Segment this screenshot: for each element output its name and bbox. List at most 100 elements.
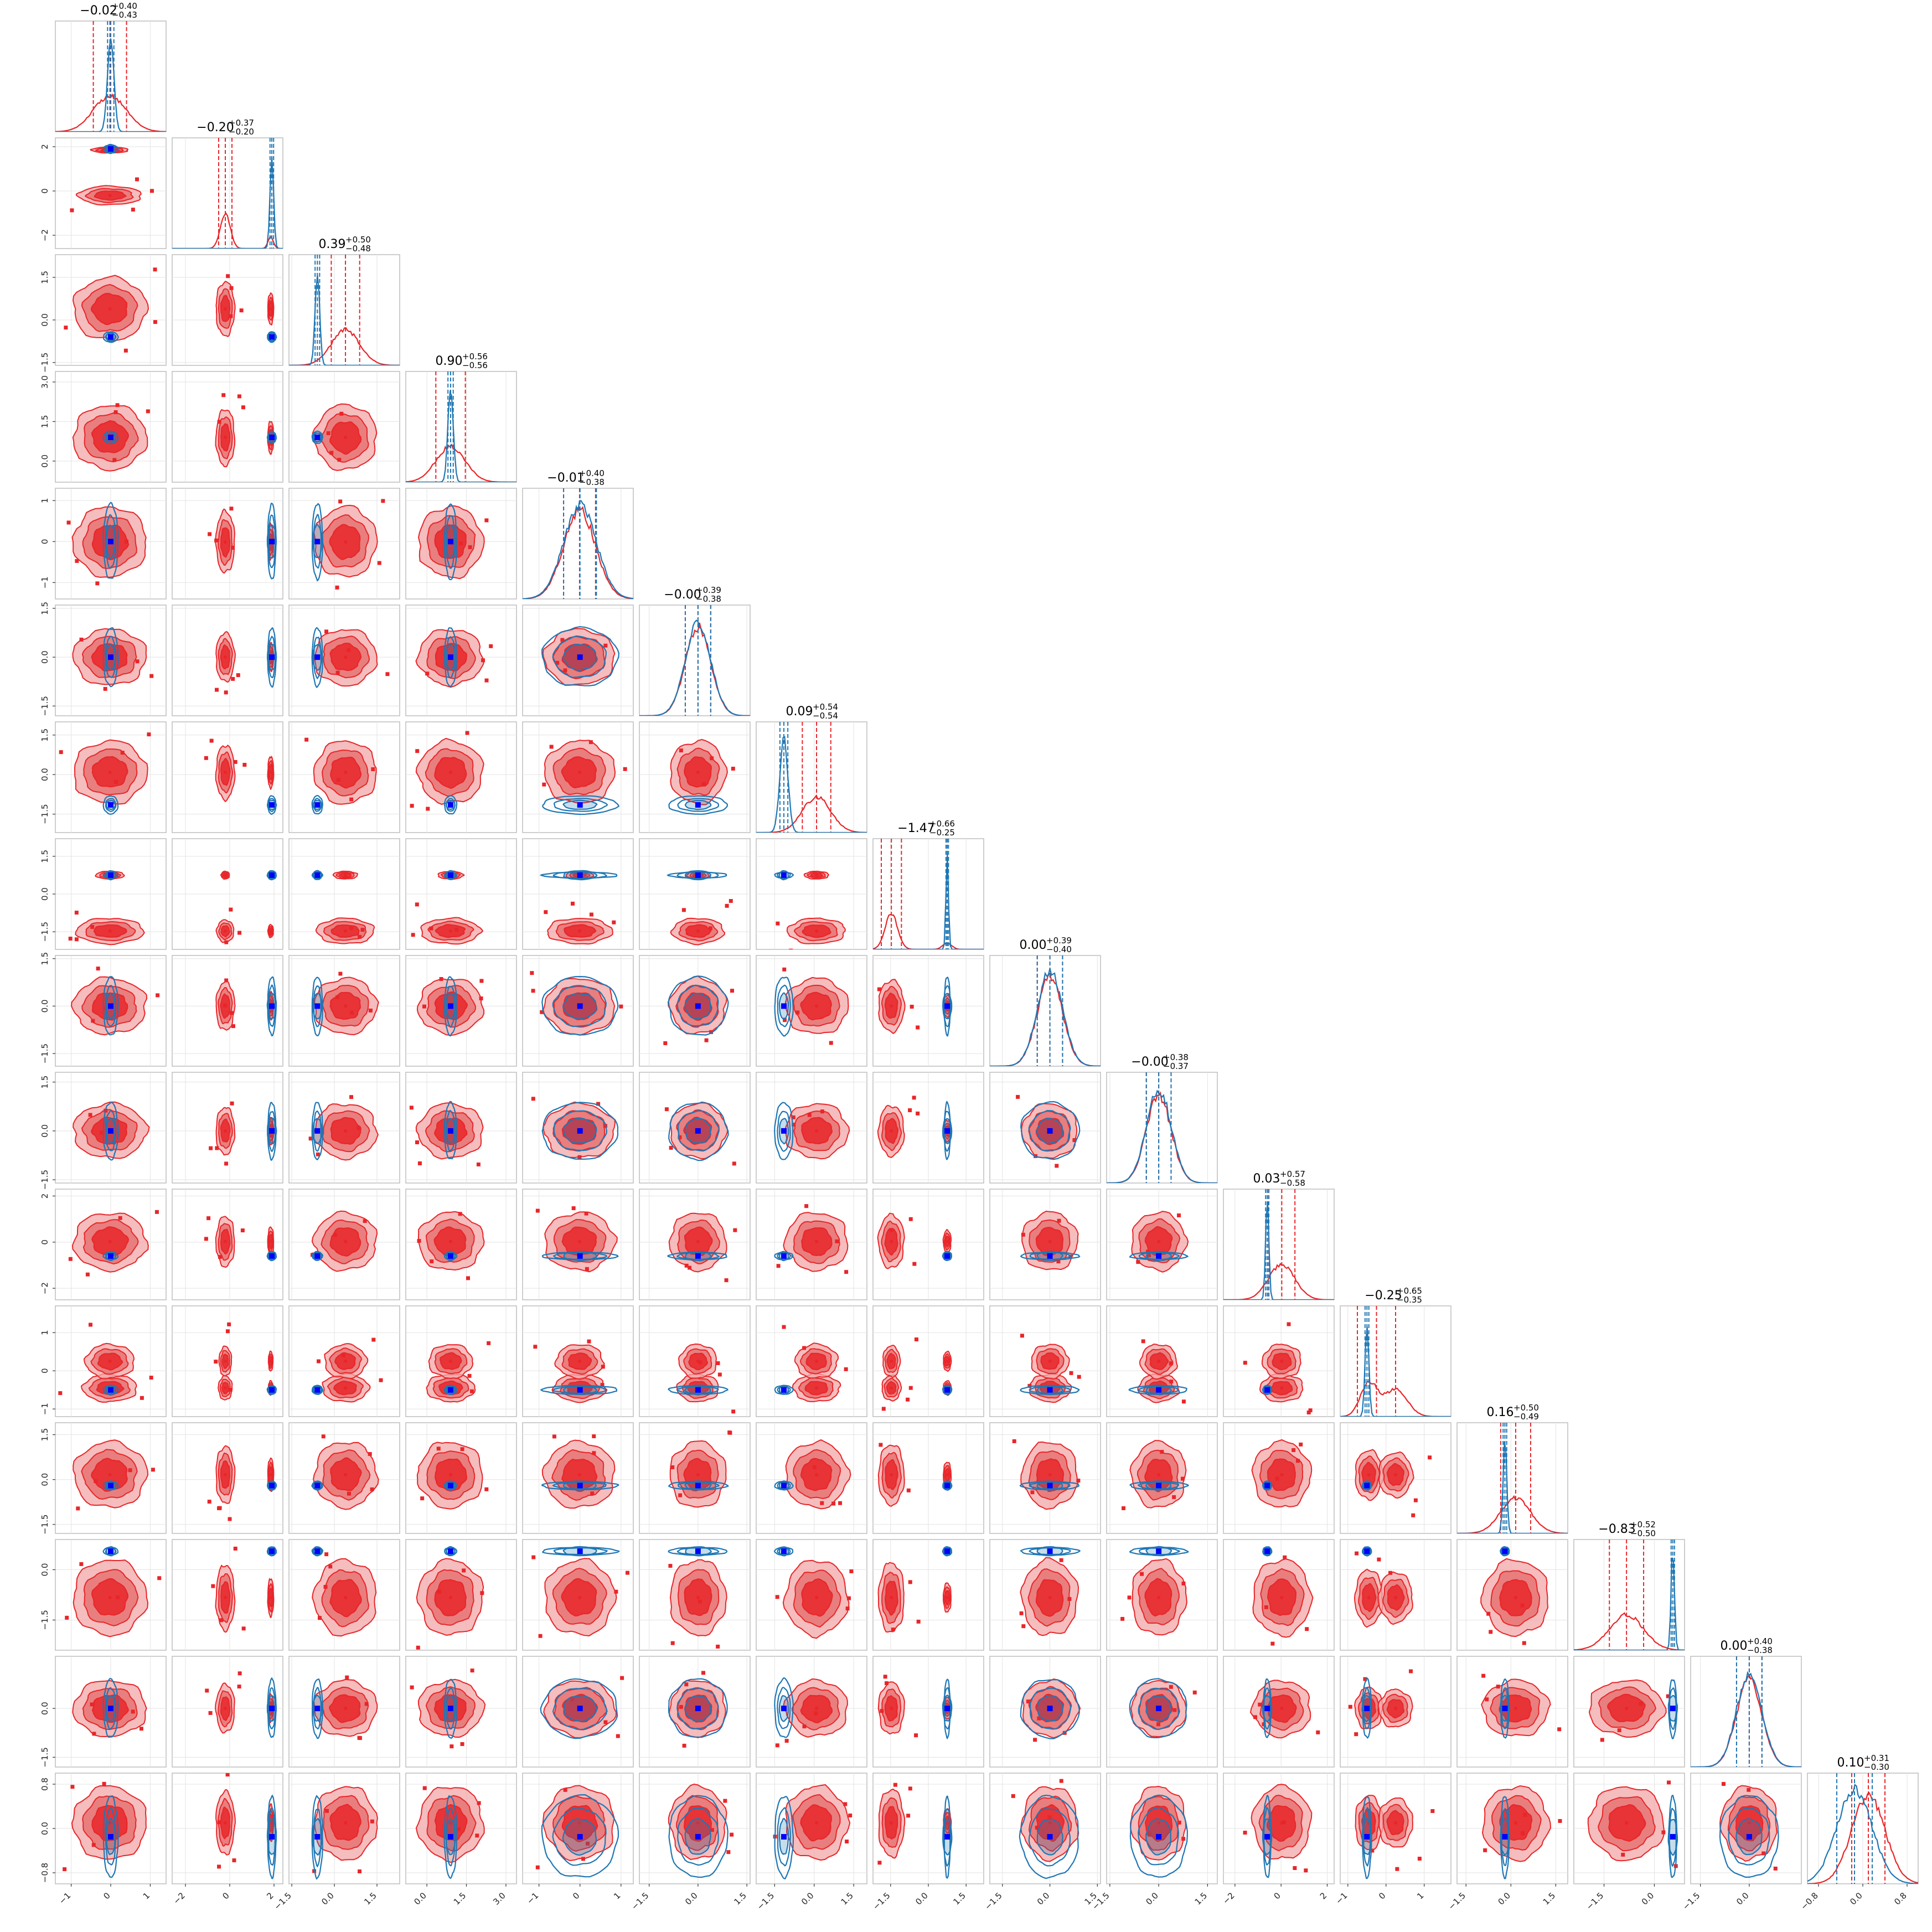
red-sample-point: [1181, 1582, 1186, 1586]
red-sample-point: [88, 1323, 92, 1327]
scatter-panel-13-9: [1106, 1539, 1218, 1651]
red-sample-point: [241, 1626, 246, 1631]
panel-body: [1129, 1211, 1189, 1273]
red-sample-point: [91, 1843, 96, 1847]
scatter-panel-14-4: [522, 1656, 634, 1768]
red-sample-point: [783, 1018, 787, 1022]
red-sample-point: [709, 1030, 714, 1034]
blue-contour: [267, 333, 276, 342]
red-sample-point: [812, 1465, 817, 1469]
x-tick-label: 0: [101, 1890, 112, 1901]
red-sample-point: [877, 1861, 882, 1865]
truth-marker: [944, 1387, 950, 1393]
truth-marker: [269, 802, 275, 808]
red-sample-point: [59, 750, 63, 755]
red-sample-point: [460, 1447, 464, 1451]
red-sample-point: [880, 1709, 884, 1713]
truth-marker: [781, 1706, 787, 1712]
panel-body: [415, 627, 493, 688]
blue-contour: [943, 985, 952, 1027]
red-median-point: [946, 1473, 949, 1477]
red-sample-point: [1639, 1702, 1643, 1706]
red-median-point: [946, 1239, 949, 1243]
truth-marker: [944, 1706, 950, 1712]
blue-contour: [943, 1481, 952, 1490]
blue-contour: [105, 985, 117, 1027]
red-sample-point: [217, 1820, 221, 1825]
scatter-panel-13-8: [989, 1539, 1101, 1651]
truth-marker: [269, 1706, 275, 1712]
red-sample-point: [226, 274, 230, 278]
y-tick-label: 0: [40, 188, 50, 194]
red-sample-point: [1282, 1820, 1286, 1825]
blue-contour: [443, 503, 457, 581]
blue-contour: [774, 1677, 794, 1738]
title-median: 0.39: [319, 237, 346, 251]
scatter-panel-15-10: −2 0 2: [1221, 1773, 1335, 1906]
red-median-point: [1157, 1595, 1161, 1599]
red-sample-point: [335, 995, 340, 999]
blue-contour: [943, 1110, 952, 1152]
x-tick-label: −2: [171, 1890, 187, 1906]
blue-contour: [102, 976, 119, 1036]
red-sample-point: [1059, 1558, 1063, 1562]
title-minus: −0.49: [1513, 1412, 1539, 1422]
red-sample-point: [439, 977, 443, 981]
blue-contour: [102, 795, 119, 815]
red-sample-point: [717, 1372, 722, 1377]
red-median-point: [224, 1129, 227, 1133]
red-median-point: [344, 1707, 348, 1711]
blue-contour: [541, 1794, 619, 1878]
red-median-point: [890, 1707, 893, 1711]
truth-marker: [314, 435, 321, 441]
scatter-panel-12-3: [405, 1422, 517, 1534]
y-tick-label: 0: [40, 539, 50, 545]
red-sample-point: [1557, 1727, 1562, 1732]
y-tick-label: 0.0: [40, 1124, 50, 1138]
red-sample-point: [371, 767, 375, 772]
red-sample-point: [829, 1041, 833, 1045]
scatter-panel-10-5: [639, 1189, 751, 1300]
red-median-point: [815, 1821, 819, 1825]
red-median-point: [1157, 1239, 1161, 1243]
panel-body: [1588, 1679, 1678, 1742]
red-sample-point: [1047, 1815, 1052, 1820]
red-median-point: [344, 873, 348, 877]
panel-body: [214, 1322, 277, 1401]
panel-body: [542, 740, 627, 815]
panel-body: [208, 503, 277, 580]
panel-body: [1355, 1795, 1435, 1879]
red-sample-point: [358, 934, 362, 939]
hist-panel-6: 0.09 +0.54−0.54: [756, 702, 867, 833]
blue-contour: [313, 1808, 322, 1868]
title-minus: −0.50: [1630, 1528, 1656, 1538]
panel-body: [1587, 1780, 1678, 1878]
red-sample-point: [224, 690, 228, 695]
red-sample-point: [470, 1668, 474, 1673]
scatter-panel-9-2: [288, 1072, 400, 1184]
scatter-panel-13-12: [1456, 1539, 1568, 1651]
blue-contour: [943, 1687, 952, 1730]
panel-body: [311, 1337, 383, 1403]
y-tick-label: 2: [40, 144, 50, 149]
x-tick-label: −1: [1334, 1890, 1349, 1906]
y-tick-label: 1.5: [40, 602, 50, 615]
x-tick-label: −1.5: [272, 1890, 293, 1912]
red-sample-point: [358, 1869, 362, 1873]
panel-body: [530, 971, 623, 1036]
panel-body: [1016, 1094, 1081, 1168]
panel-title-5: −0.00: [664, 588, 701, 602]
red-median-point: [1513, 1595, 1517, 1599]
panel-body: [311, 1434, 379, 1510]
red-sample-point: [1316, 1730, 1320, 1734]
y-tick-label: 0.8: [40, 1778, 50, 1791]
red-sample-point: [416, 1645, 420, 1650]
red-sample-point: [487, 1341, 491, 1345]
blue-contour: [267, 1481, 276, 1490]
red-median-point: [344, 1821, 348, 1825]
scatter-panel-10-2: [288, 1189, 400, 1300]
truth-marker: [1502, 1706, 1508, 1712]
truth-marker: [781, 1482, 787, 1489]
red-sample-point: [236, 673, 240, 678]
blue-contour: [1028, 1808, 1071, 1867]
